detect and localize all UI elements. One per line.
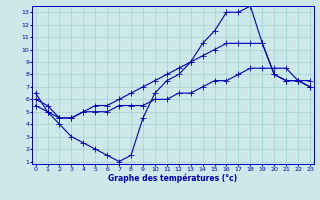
X-axis label: Graphe des températures (°c): Graphe des températures (°c) <box>108 173 237 183</box>
